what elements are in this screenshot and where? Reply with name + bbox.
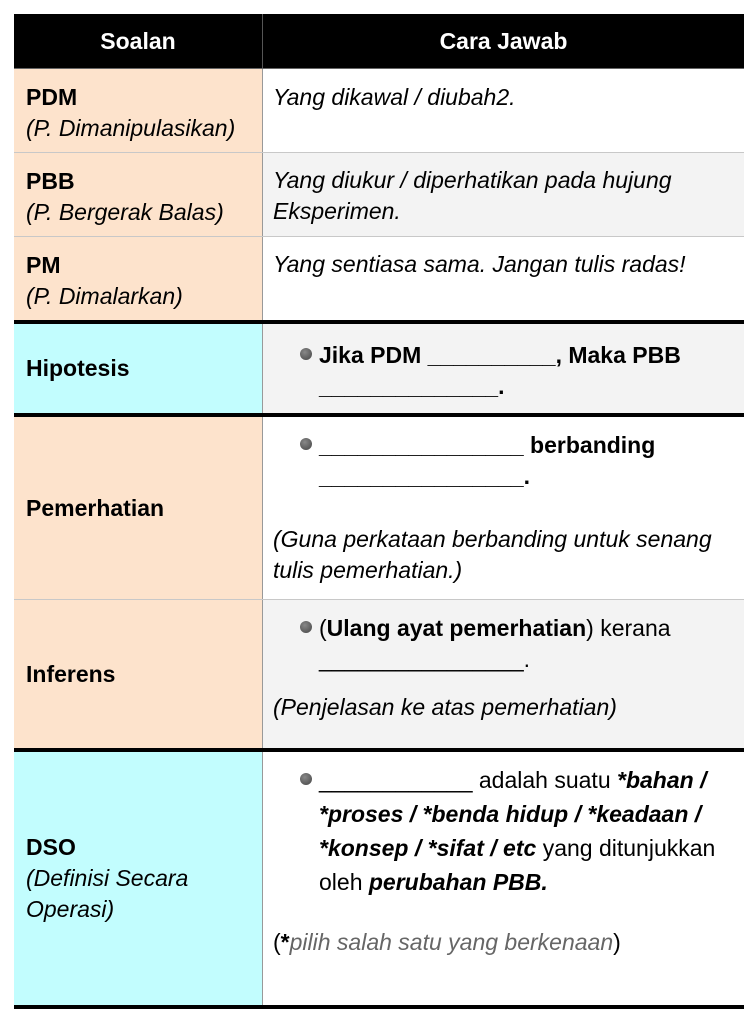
row-label: PDM <box>26 84 78 110</box>
header-soalan: Soalan <box>14 14 263 68</box>
pemerhatian-note: (Guna perkataan berbanding untuk senang … <box>273 526 712 583</box>
bullet-icon <box>300 348 312 360</box>
row-sublabel: (Definisi Secara Operasi) <box>26 865 189 922</box>
bullet-icon <box>300 438 312 450</box>
row-label: DSO <box>26 834 76 860</box>
table-row-pm: PM (P. Dimalarkan) Yang sentiasa sama. J… <box>14 237 744 324</box>
table-row-hipotesis: Hipotesis Jika PDM __________, Maka PBB … <box>14 324 744 417</box>
table-row-pbb: PBB (P. Bergerak Balas) Yang diukur / di… <box>14 153 744 237</box>
row-label: PBB <box>26 168 75 194</box>
table-row-pemerhatian: Pemerhatian ________________ berbanding … <box>14 417 744 600</box>
bullet-icon <box>300 773 312 785</box>
header-cara-jawab: Cara Jawab <box>439 27 568 54</box>
row-answer: Yang sentiasa sama. Jangan tulis radas! <box>263 237 744 320</box>
row-label: Pemerhatian <box>26 494 165 521</box>
table-row-dso: DSO (Definisi Secara Operasi) __________… <box>14 752 744 1009</box>
table-row-pdm: PDM (P. Dimanipulasikan) Yang dikawal / … <box>14 69 744 153</box>
inferens-note: (Penjelasan ke atas pemerhatian) <box>273 694 617 720</box>
row-label: Hipotesis <box>26 355 130 381</box>
hipotesis-answer: Jika PDM __________, Maka PBB __________… <box>319 342 681 399</box>
table-header: Soalan Cara Jawab <box>14 14 744 69</box>
row-answer: Yang dikawal / diubah2. <box>263 69 744 152</box>
row-label: PM <box>26 252 61 278</box>
answer-guide-table: Soalan Cara Jawab PDM (P. Dimanipulasika… <box>14 14 744 1009</box>
row-sublabel: (P. Dimanipulasikan) <box>26 115 236 141</box>
row-answer: Yang diukur / diperhatikan pada hujung E… <box>263 153 744 236</box>
table-row-inferens: Inferens (Ulang ayat pemerhatian) kerana… <box>14 600 744 752</box>
bullet-icon <box>300 621 312 633</box>
row-label: Inferens <box>26 660 116 687</box>
dso-note: (*pilih salah satu yang berkenaan) <box>273 929 621 955</box>
row-sublabel: (P. Bergerak Balas) <box>26 199 224 225</box>
row-sublabel: (P. Dimalarkan) <box>26 283 183 309</box>
